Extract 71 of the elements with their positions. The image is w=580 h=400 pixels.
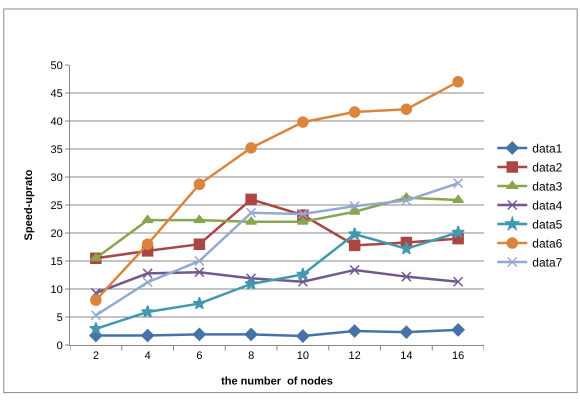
point <box>194 266 205 278</box>
point <box>192 296 206 310</box>
point <box>90 294 102 306</box>
point <box>142 238 154 250</box>
y-tick-label: 0 <box>56 340 63 352</box>
point <box>348 227 362 240</box>
y-axis-title: Speed-uprato <box>23 169 36 240</box>
legend-label: data3 <box>532 180 563 194</box>
point <box>452 76 464 88</box>
point <box>194 238 206 250</box>
x-tick-label: 4 <box>144 350 151 362</box>
point <box>245 194 257 206</box>
x-tick-label: 14 <box>400 350 413 362</box>
point <box>401 195 412 206</box>
point <box>244 328 258 341</box>
legend-label: data4 <box>532 198 563 213</box>
x-tick-label: 16 <box>452 350 464 362</box>
point <box>142 214 154 224</box>
point <box>296 267 310 280</box>
point <box>400 103 412 115</box>
point <box>348 240 360 252</box>
point <box>297 116 309 128</box>
point <box>89 322 103 335</box>
x-axis-title: the number of nodes <box>221 375 333 388</box>
point <box>90 288 102 298</box>
point <box>400 242 414 255</box>
point <box>401 271 412 282</box>
point <box>452 178 464 188</box>
point <box>193 214 206 224</box>
y-tick-label: 20 <box>50 228 63 240</box>
y-tick-label: 10 <box>50 284 63 296</box>
y-tick-label: 45 <box>50 88 63 100</box>
point <box>194 178 206 190</box>
legend-label: data6 <box>532 236 563 251</box>
y-tick-label: 25 <box>50 200 63 212</box>
point <box>142 277 153 288</box>
point <box>140 304 154 318</box>
point <box>400 326 413 339</box>
x-tick-label: 12 <box>348 350 361 362</box>
point <box>296 329 310 343</box>
x-tick-label: 8 <box>248 350 254 362</box>
point <box>452 276 464 287</box>
point <box>246 208 256 218</box>
point <box>192 328 206 341</box>
point <box>141 328 154 342</box>
point <box>348 324 362 338</box>
legend-label: data2 <box>532 160 563 175</box>
point <box>142 268 153 279</box>
point <box>298 276 308 287</box>
y-tick-label: 50 <box>50 60 63 72</box>
y-tick-label: 30 <box>50 172 63 184</box>
x-tick-label: 6 <box>196 350 202 362</box>
legend-label: data7 <box>532 256 563 270</box>
point <box>349 200 360 212</box>
y-tick-label: 15 <box>50 256 63 268</box>
y-tick-label: 5 <box>56 312 63 324</box>
x-tick-label: 2 <box>92 350 99 362</box>
legend-label: data5 <box>532 218 563 232</box>
legend-label: data1 <box>532 142 563 156</box>
point <box>245 142 257 154</box>
point <box>452 323 465 336</box>
point <box>194 256 205 266</box>
y-tick-label: 35 <box>50 144 63 156</box>
point <box>349 264 360 276</box>
point <box>451 225 465 238</box>
point <box>348 106 360 118</box>
point <box>244 276 258 290</box>
y-tick-label: 40 <box>50 116 63 128</box>
point <box>90 310 102 321</box>
x-tick-label: 10 <box>296 350 310 362</box>
point <box>90 252 102 262</box>
